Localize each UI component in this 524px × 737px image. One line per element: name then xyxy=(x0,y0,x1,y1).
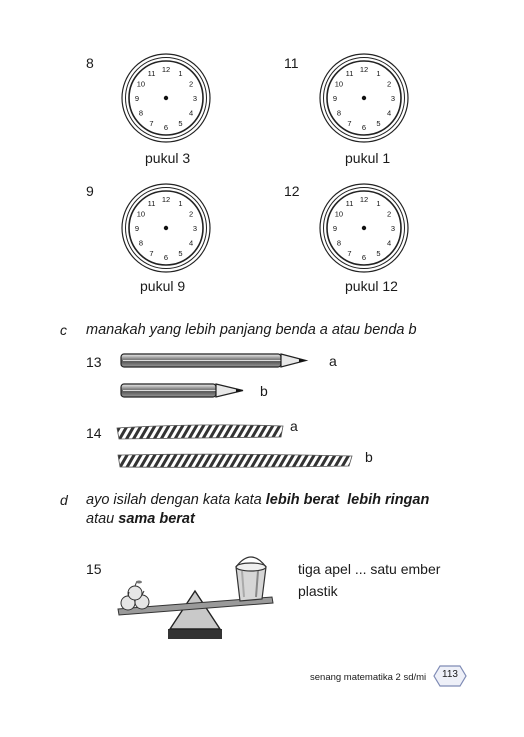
clock-numeral: 9 xyxy=(333,94,337,103)
caption-pukul-1: pukul 1 xyxy=(345,150,391,166)
clock-numeral: 7 xyxy=(347,249,351,258)
rope-b xyxy=(117,453,353,468)
clock-numeral: 5 xyxy=(376,119,380,128)
keyword-sama-berat: sama berat xyxy=(118,511,195,527)
clock-numeral: 1 xyxy=(178,69,182,78)
clock-numeral: 6 xyxy=(362,123,366,132)
caption-pukul-9: pukul 9 xyxy=(140,278,186,294)
caption-pukul-3: pukul 3 xyxy=(145,150,191,166)
clock-numeral: 11 xyxy=(346,69,354,78)
statement-line-1: tiga apel ... satu ember xyxy=(298,561,441,577)
clock-numeral: 8 xyxy=(337,109,341,118)
balance-scale-illustration xyxy=(117,556,274,639)
question-number-9: 9 xyxy=(86,183,94,199)
keyword-lebih-ringan: lebih ringan xyxy=(347,492,430,508)
question-number-11: 11 xyxy=(284,55,299,71)
clock-numeral: 8 xyxy=(139,239,143,248)
pencil-a xyxy=(120,353,309,368)
question-number-8: 8 xyxy=(86,55,94,71)
section-c-instruction: manakah yang lebih panjang benda a atau … xyxy=(86,322,417,338)
clock-numeral: 7 xyxy=(149,119,153,128)
question-number-12: 12 xyxy=(284,183,300,199)
question-15-statement: tiga apel ... satu ember plastik xyxy=(298,558,488,602)
clock-numeral: 9 xyxy=(135,94,139,103)
clock-numeral: 4 xyxy=(189,109,193,118)
label-a-13: a xyxy=(329,353,337,369)
clock-numeral: 4 xyxy=(189,239,193,248)
page-number: 113 xyxy=(442,669,458,680)
section-d-instruction: ayo isilah dengan kata kata lebih berat … xyxy=(86,491,486,529)
clock-numeral: 1 xyxy=(376,199,380,208)
keyword-lebih-berat: lebih berat xyxy=(265,492,340,508)
clock-numeral: 3 xyxy=(391,94,395,103)
instruction-line-1: ayo isilah dengan kata kata lebih berat … xyxy=(86,491,486,510)
clock-numeral: 2 xyxy=(387,80,391,89)
instruction-line-2: atau sama berat xyxy=(86,510,486,529)
clock-numeral: 10 xyxy=(335,80,343,89)
clock-numeral: 8 xyxy=(139,109,143,118)
clock-numeral: 6 xyxy=(362,253,366,262)
clock-numeral: 9 xyxy=(333,224,337,233)
label-a-14: a xyxy=(290,418,298,434)
clock-numeral: 9 xyxy=(135,224,139,233)
clock-numeral: 5 xyxy=(376,249,380,258)
section-letter-d: d xyxy=(60,492,68,508)
label-b-14: b xyxy=(365,449,373,465)
instruction-text-2: atau xyxy=(86,511,119,527)
clock-numeral: 6 xyxy=(164,123,168,132)
clock-numeral: 12 xyxy=(162,195,170,204)
section-letter-c: c xyxy=(60,322,67,338)
statement-line-2: plastik xyxy=(298,583,338,599)
clock-numeral: 5 xyxy=(178,249,182,258)
clock-numeral: 4 xyxy=(387,109,391,118)
clock-numeral: 10 xyxy=(335,210,343,219)
clock-numeral: 2 xyxy=(189,210,193,219)
clock-numeral: 12 xyxy=(162,65,170,74)
clock-numeral: 3 xyxy=(391,224,395,233)
clock-numeral: 7 xyxy=(347,119,351,128)
clock-numeral: 12 xyxy=(360,195,368,204)
clock-numeral: 5 xyxy=(178,119,182,128)
clock-numeral: 10 xyxy=(137,80,145,89)
clock-numeral: 1 xyxy=(376,69,380,78)
clock-numeral: 3 xyxy=(193,94,197,103)
clock-numeral: 8 xyxy=(337,239,341,248)
question-number-14: 14 xyxy=(86,425,102,441)
clock-numeral: 3 xyxy=(193,224,197,233)
clock-numeral: 10 xyxy=(137,210,145,219)
question-number-15: 15 xyxy=(86,561,102,577)
question-number-13: 13 xyxy=(86,354,102,370)
footer-book-title: senang matematika 2 sd/mi xyxy=(310,672,427,683)
instruction-text: ayo isilah dengan kata kata xyxy=(86,492,266,508)
clock-numeral: 1 xyxy=(178,199,182,208)
page-number-badge xyxy=(433,665,467,687)
clock-numeral: 6 xyxy=(164,253,168,262)
clock-numeral: 4 xyxy=(387,239,391,248)
clock-numeral: 2 xyxy=(189,80,193,89)
caption-pukul-12: pukul 12 xyxy=(345,278,398,294)
clock-numeral: 12 xyxy=(360,65,368,74)
clock-numeral: 7 xyxy=(149,249,153,258)
clock-numeral: 11 xyxy=(346,199,354,208)
clock-numeral: 11 xyxy=(148,199,156,208)
clock-numeral: 2 xyxy=(387,210,391,219)
clock-numeral: 11 xyxy=(148,69,156,78)
label-b-13: b xyxy=(260,383,268,399)
rope-a xyxy=(116,424,284,440)
pencil-b xyxy=(120,383,244,398)
